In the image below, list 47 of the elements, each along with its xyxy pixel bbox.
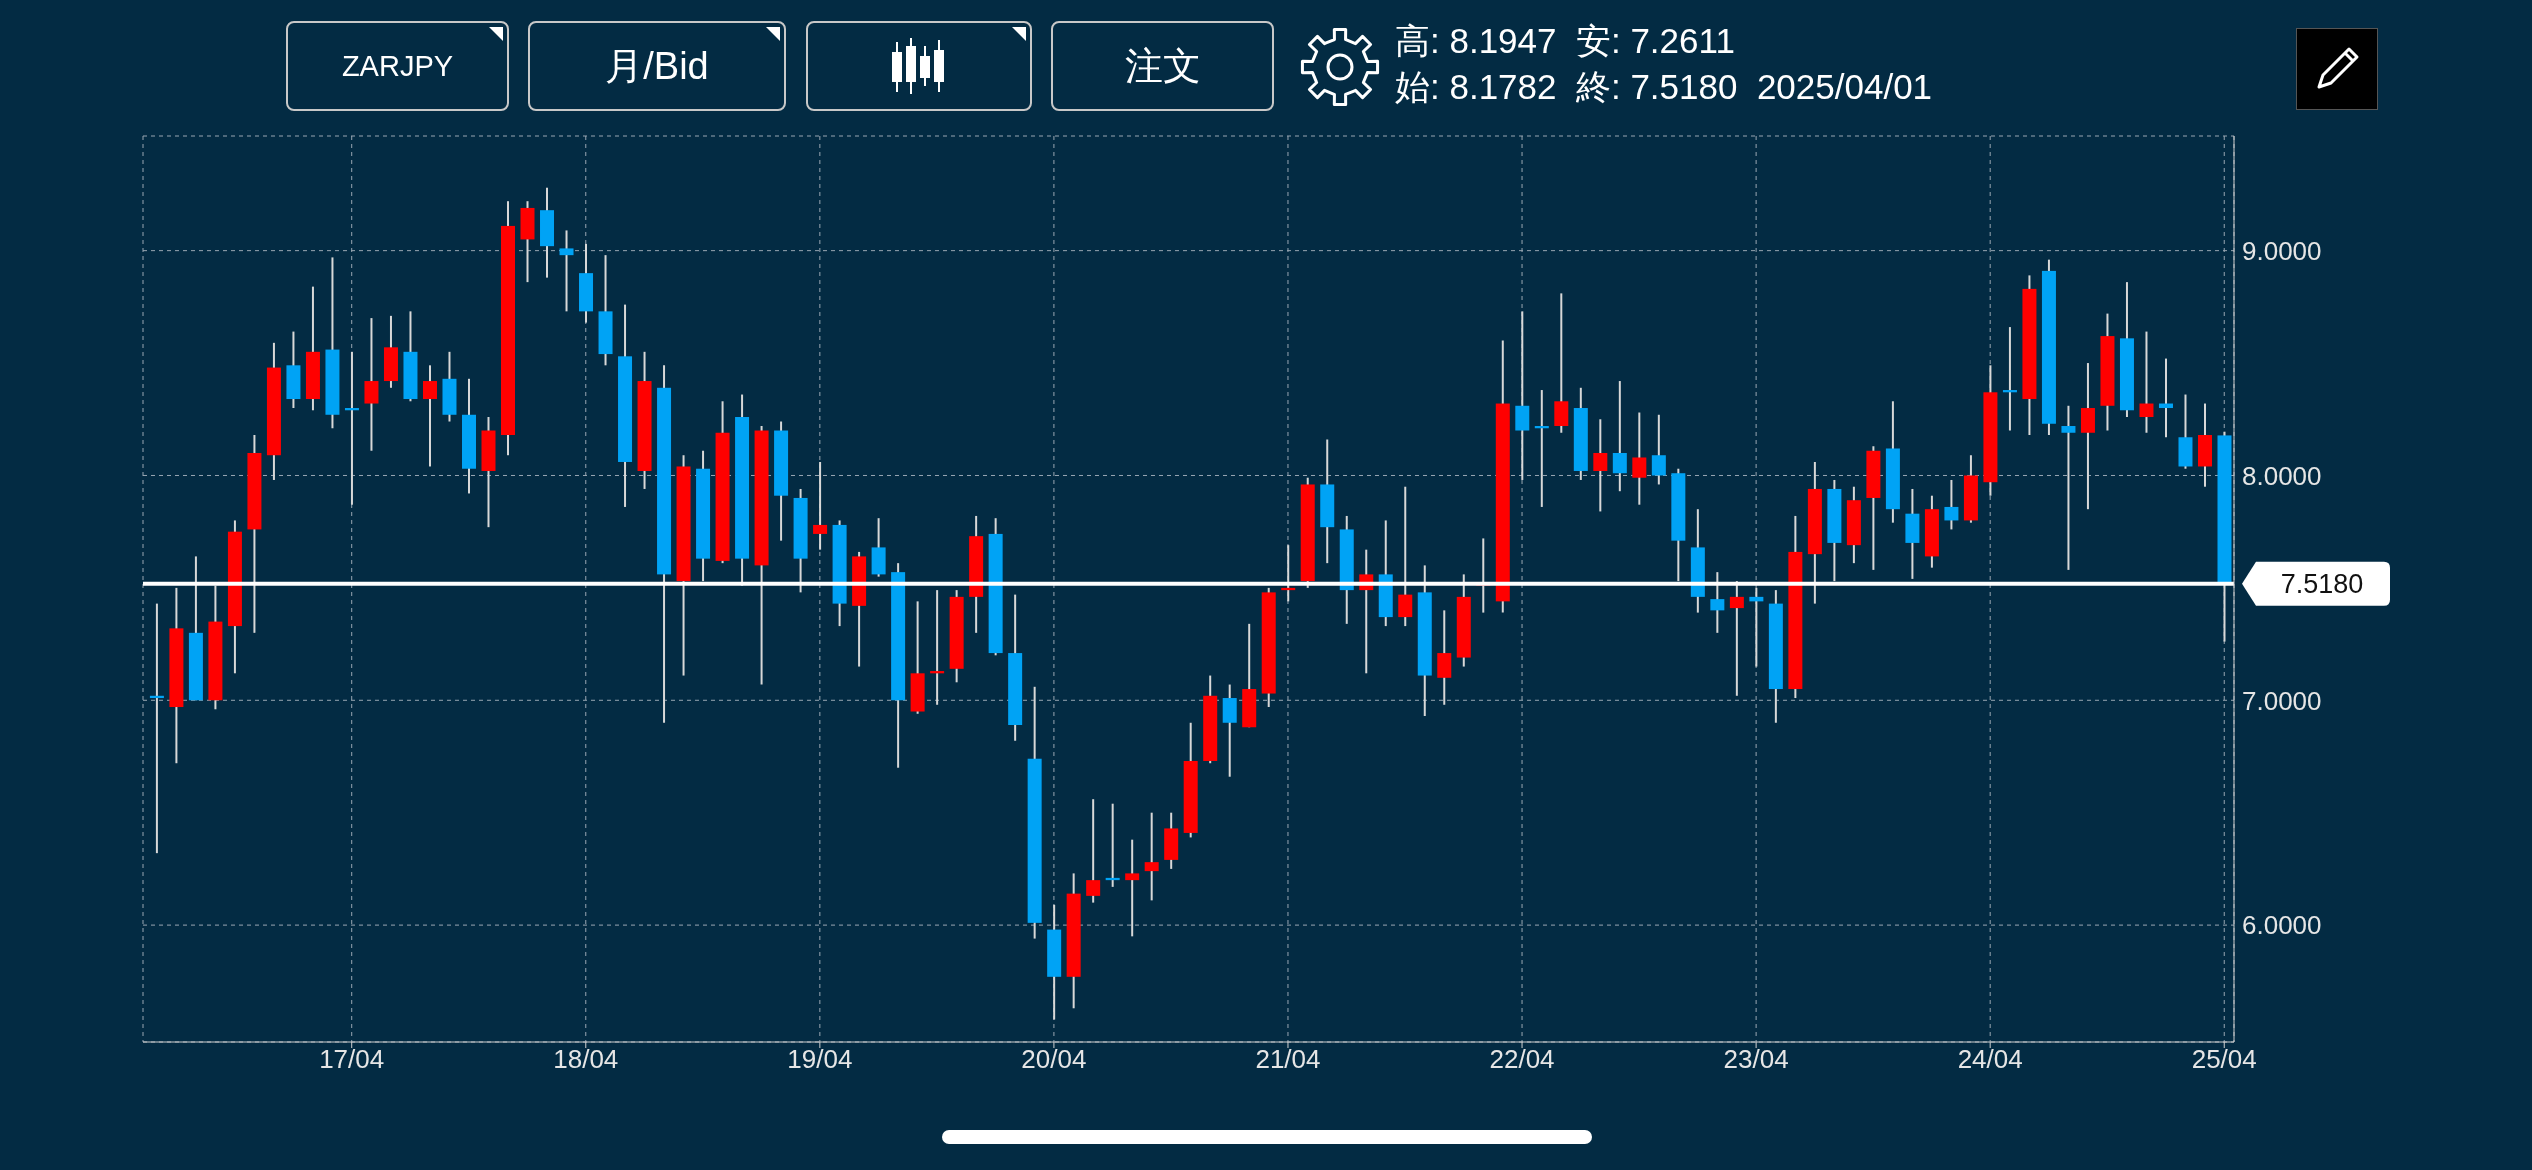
candlestick — [2002, 326, 2017, 432]
text: 注文 — [1124, 43, 1201, 89]
candlestick — [1710, 571, 1725, 634]
candlestick — [813, 460, 828, 551]
candlestick — [1534, 389, 1549, 508]
y-tick-label: 8.0000 — [2242, 460, 2322, 491]
text: ZARJPY — [341, 49, 454, 83]
x-tick-label: 17/04 — [319, 1044, 385, 1075]
candlestick — [1281, 544, 1296, 603]
text: 高: 8.1947 — [1395, 21, 1557, 60]
candlestick — [1632, 411, 1647, 506]
ref-line-label: 7.5180 — [2280, 568, 2364, 599]
text: 安: 7.2611 — [1575, 21, 1735, 60]
candlestick — [1593, 418, 1608, 513]
candlestick — [1944, 478, 1959, 531]
candlestick — [149, 602, 164, 855]
x-tick-label: 25/04 — [2191, 1044, 2257, 1075]
text: 2025/04/01 — [1756, 67, 1933, 106]
text: 月/Bid — [605, 43, 709, 89]
x-tick-label: 23/04 — [1723, 1044, 1789, 1075]
candlestick — [2061, 404, 2076, 571]
candlestick — [1144, 811, 1159, 902]
x-tick-label: 19/04 — [787, 1044, 853, 1075]
candlestick — [344, 350, 359, 506]
x-tick-label: 22/04 — [1489, 1044, 1555, 1075]
x-tick-label: 18/04 — [553, 1044, 619, 1075]
candlestick — [1125, 838, 1140, 938]
candlestick — [1105, 802, 1120, 888]
candlestick — [1086, 798, 1101, 904]
candlestick — [422, 364, 437, 468]
candlestick — [1612, 380, 1627, 493]
candlestick — [1515, 310, 1530, 481]
candlestick — [559, 229, 574, 313]
x-tick-label: 21/04 — [1255, 1044, 1321, 1075]
y-tick-label: 9.0000 — [2242, 235, 2322, 266]
candlestick — [1398, 485, 1413, 628]
y-tick-label: 6.0000 — [2242, 910, 2322, 941]
text: 終: 7.5180 — [1575, 67, 1738, 106]
y-tick-label: 7.0000 — [2242, 685, 2322, 716]
candlestick — [364, 317, 379, 452]
text: 始: 8.1782 — [1395, 67, 1557, 106]
candlestick — [930, 589, 945, 706]
x-tick-label: 24/04 — [1957, 1044, 2023, 1075]
candlestick — [1651, 413, 1666, 486]
x-tick-label: 20/04 — [1021, 1044, 1087, 1075]
candlestick — [1729, 580, 1744, 697]
candlestick — [2139, 330, 2154, 434]
